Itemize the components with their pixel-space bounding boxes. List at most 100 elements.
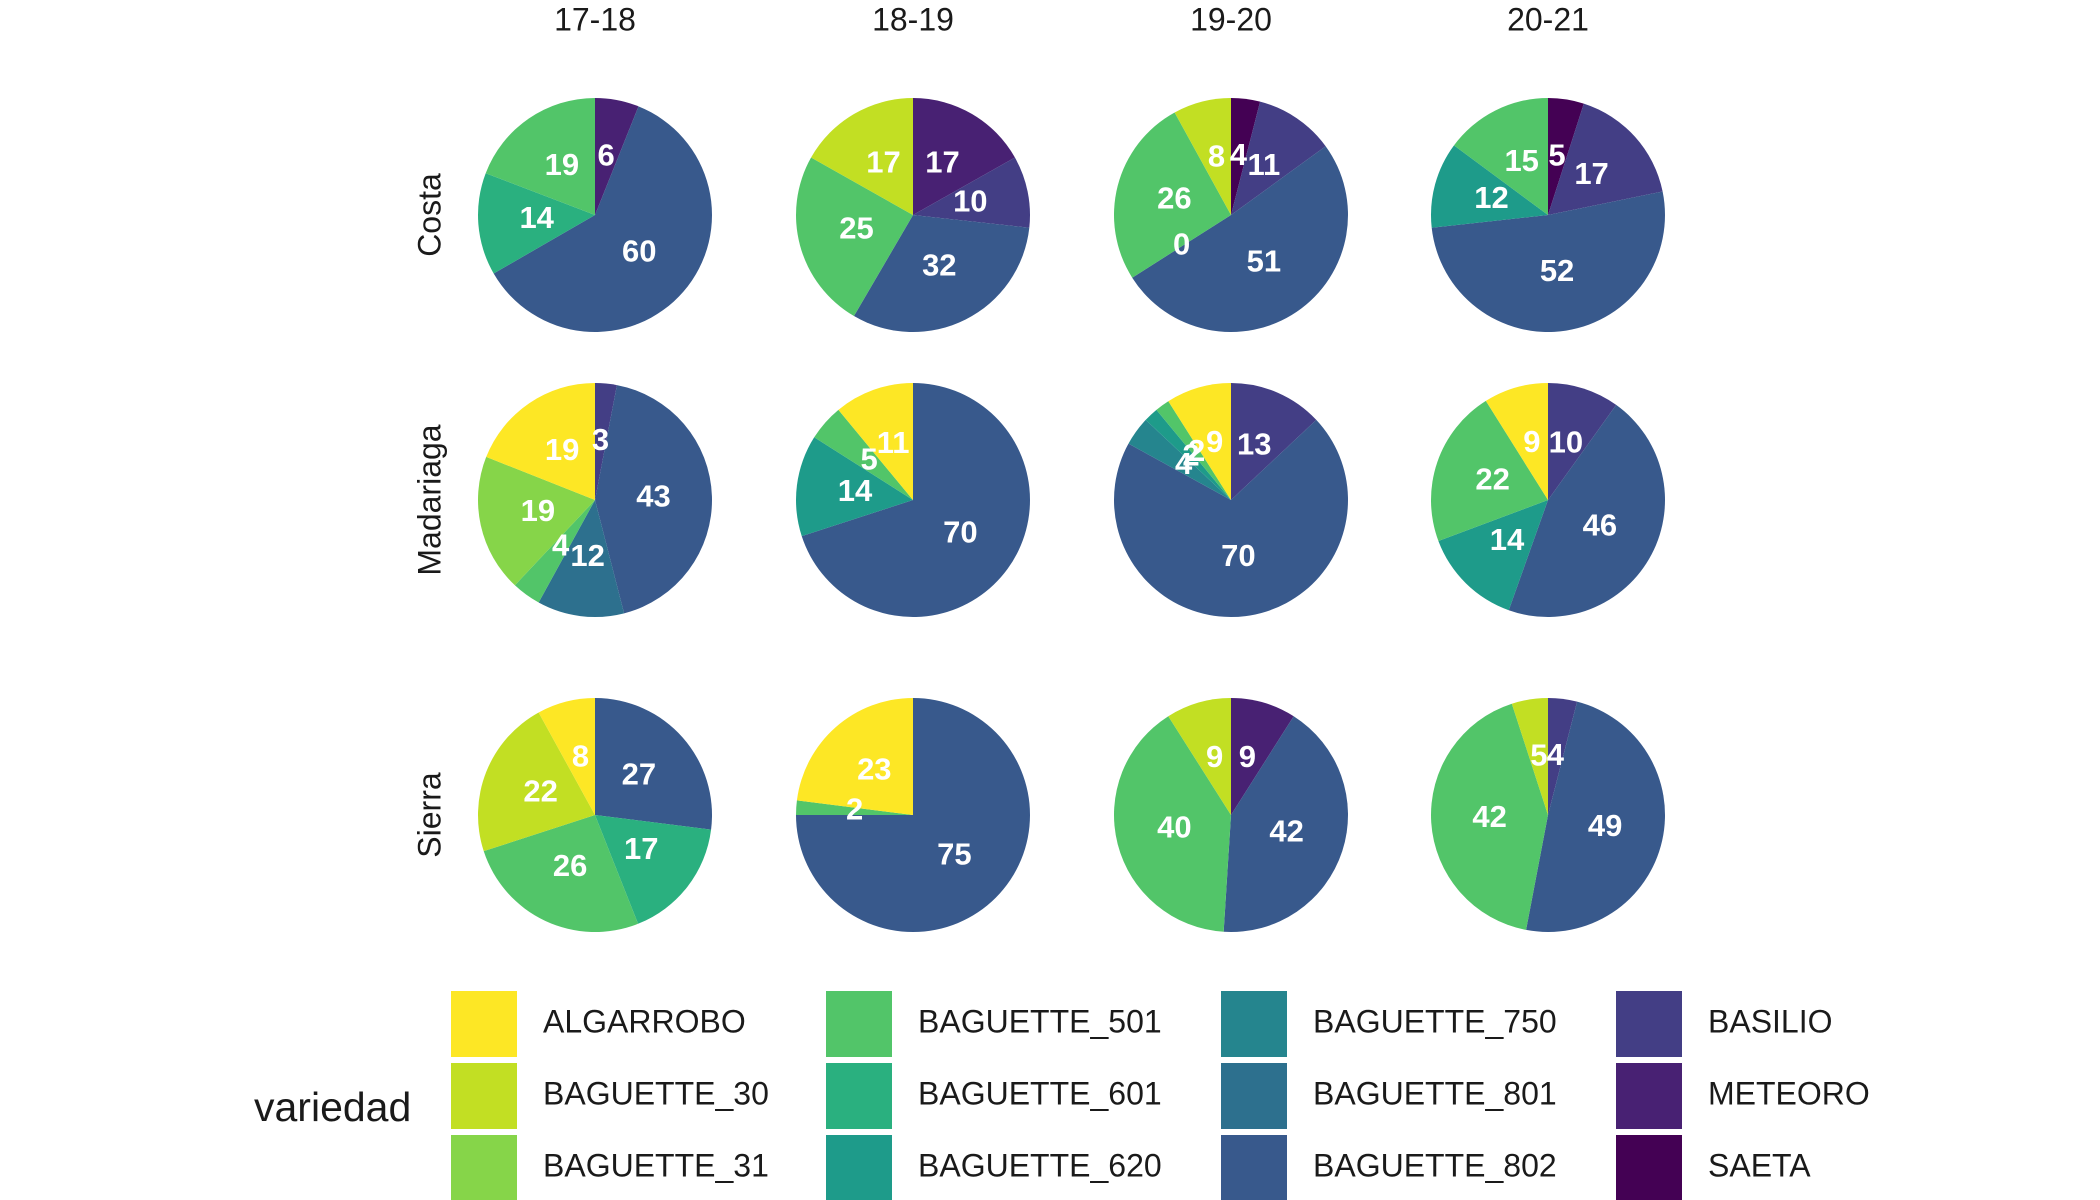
pie-panel: 9 42 40 9 [1114,698,1349,932]
legend-label: BAGUETTE_802 [1313,1147,1557,1183]
slice-value-label: 4 [1547,737,1565,772]
pie-slice [1548,98,1584,215]
pie-slice [913,157,1030,228]
pie-slice [1231,698,1294,815]
legend-swatch [451,1063,517,1129]
slice-value-label: 43 [636,478,670,513]
pie-slice [814,409,913,500]
slice-value-label: 12 [1474,180,1508,215]
pie-panel: 4 49 42 5 [1431,698,1666,933]
legend-label: BAGUETTE_601 [918,1075,1162,1111]
pie-slice [811,98,913,215]
pie-slice [478,173,595,274]
slice-value-label: 26 [1157,181,1191,216]
legend-item: BASILIO [1616,991,1833,1057]
slice-value-label: 25 [839,210,873,245]
slice-value-label: 26 [553,848,587,883]
legend-swatch [826,1063,892,1129]
facet-column-title: 17-18 [554,1,636,37]
pie-slice [595,815,712,924]
legend-item: BAGUETTE_601 [826,1063,1162,1129]
legend-label: BAGUETTE_30 [543,1075,769,1111]
legend-title: variedad [254,1084,411,1130]
pie-slice [1431,191,1665,332]
legend-label: BAGUETTE_801 [1313,1075,1557,1111]
legend-item: BAGUETTE_801 [1221,1063,1557,1129]
pie-slice [538,698,595,815]
pie-slice [796,800,913,815]
pie-slice [1231,101,1326,215]
legend-item: ALGARROBO [451,991,746,1057]
legend-label: ALGARROBO [543,1003,746,1039]
slice-value-label: 42 [1472,799,1506,834]
slice-value-label: 3 [592,422,609,457]
legend-label: BAGUETTE_31 [543,1147,769,1183]
slice-value-label: 6 [597,138,614,173]
legend-label: BAGUETTE_750 [1313,1003,1557,1039]
pie-slice [1548,103,1663,215]
pie-slice [1508,404,1666,618]
pie-slice [486,383,595,500]
pie-slice [1168,383,1231,500]
slice-value-label: 17 [1574,156,1608,191]
pie-slice [1431,703,1548,930]
slice-value-label: 42 [1269,813,1303,848]
slice-value-label: 9 [1239,739,1256,774]
facet-column-title: 19-20 [1190,1,1272,37]
slice-value-label: 4 [1230,137,1248,172]
facet-row-titles: Costa Madariaga Sierra [411,173,447,858]
slice-value-label: 11 [1247,147,1280,182]
slice-value-label: 70 [1221,538,1255,573]
slice-value-label: 13 [1237,426,1271,461]
slice-value-label: 8 [572,739,589,774]
pie-slice [1114,716,1231,932]
legend-label: SAETA [1708,1147,1811,1183]
legend-swatch [451,991,517,1057]
slice-value-label: 2 [846,792,863,827]
facet-row-title: Madariaga [411,424,447,575]
slice-value-label: 27 [622,757,656,792]
slice-value-label: 70 [943,515,977,550]
pie-slice [1548,698,1578,815]
pie-slice [595,698,712,830]
pie-slice [1156,401,1231,500]
slice-value-label: 4 [1175,446,1193,481]
pie-slice [1145,409,1231,500]
pie-slice [796,437,913,537]
pie-slice [801,383,1030,617]
pie-panel: 10 46 14 22 9 [1431,383,1666,618]
slice-value-label: 19 [545,147,579,182]
slice-value-label: 4 [552,528,570,563]
pie-slice [1114,112,1231,278]
pie-slice [1231,383,1317,500]
pie-slice [1438,500,1548,611]
slice-value-label: 0 [1173,227,1190,262]
slice-value-label: 60 [622,233,656,268]
slice-value-label: 11 [877,425,910,460]
legend-swatch [1221,991,1287,1057]
legend-label: BASILIO [1708,1003,1833,1039]
pie-slice [483,815,639,932]
pie-slice [478,456,595,586]
slice-value-label: 46 [1583,507,1617,542]
slice-value-label: 19 [521,493,555,528]
pie-slice [1548,383,1617,500]
pie-slice [514,500,595,603]
legend-label: BAGUETTE_501 [918,1003,1162,1039]
pie-panel: 75 2 23 [796,698,1030,932]
slice-value-label: 9 [1206,424,1223,459]
facet-column-title: 20-21 [1507,1,1589,37]
slice-value-label: 22 [1475,461,1509,496]
pie-panel: 27 17 26 22 8 [477,698,712,932]
legend-item: BAGUETTE_501 [826,991,1162,1057]
pie-slice [477,712,595,852]
slice-value-label: 49 [1588,808,1622,843]
slice-value-label: 17 [925,145,959,180]
pie-slice [1431,145,1548,228]
slice-value-label: 5 [1548,137,1565,172]
pie-slice [595,383,617,500]
pie-slice [1174,98,1231,215]
pie-slice [1132,146,1348,332]
